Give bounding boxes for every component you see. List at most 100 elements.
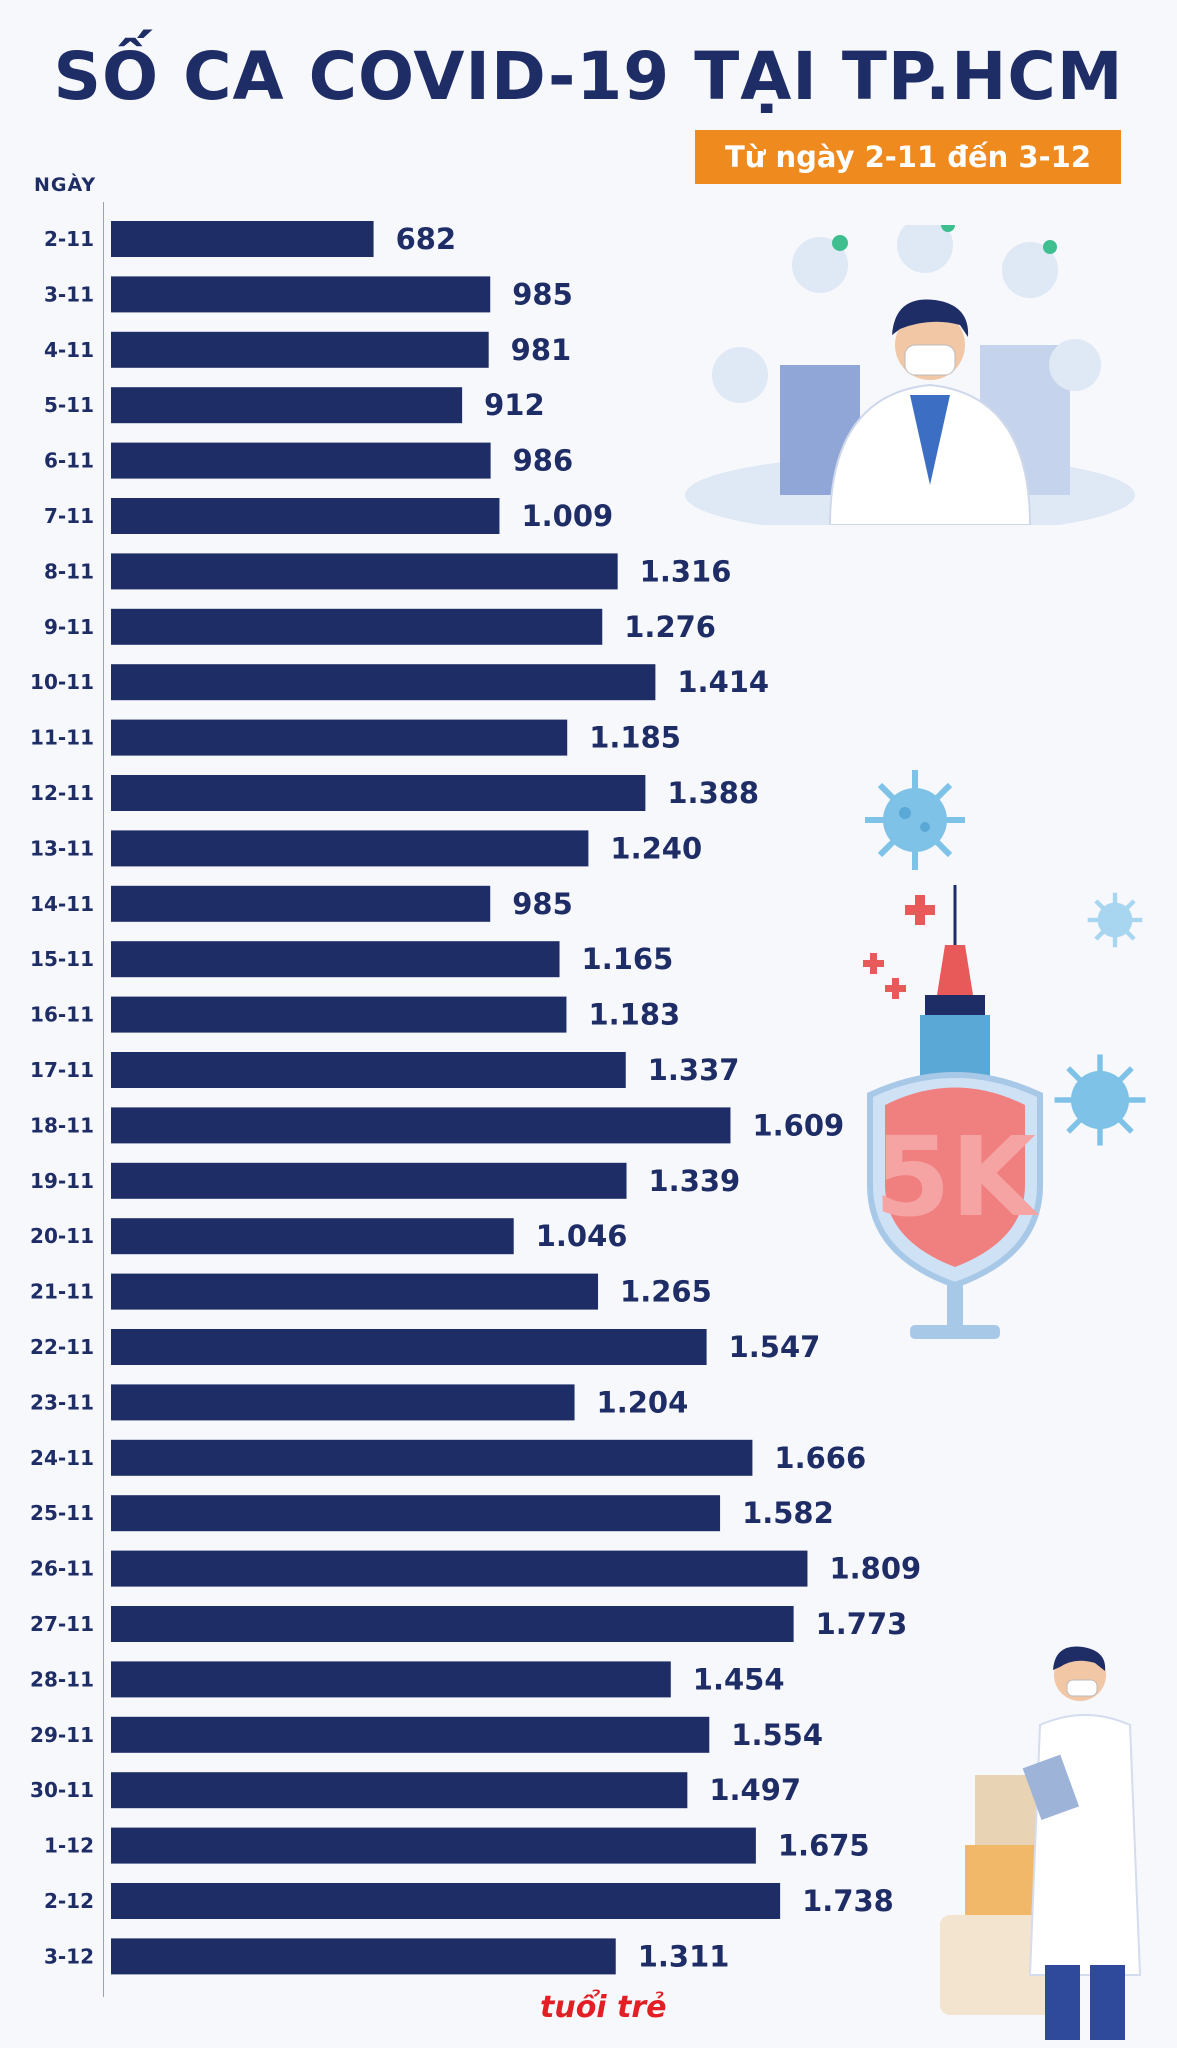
value-label: 1.414	[677, 665, 769, 699]
value-label: 1.339	[649, 1164, 741, 1198]
bar	[111, 1384, 575, 1421]
bar	[111, 442, 491, 479]
category-label: 25-11	[30, 1501, 94, 1525]
category-label: 3-11	[44, 282, 94, 306]
bar	[111, 941, 560, 978]
category-label: 20-11	[30, 1224, 94, 1248]
value-label: 1.183	[588, 998, 680, 1032]
bar	[111, 885, 491, 922]
virus-icon	[865, 770, 965, 870]
value-label: 1.582	[742, 1496, 834, 1530]
bar	[111, 498, 500, 534]
value-label: 985	[512, 887, 573, 921]
value-label: 1.675	[778, 1829, 870, 1863]
category-label: 24-11	[30, 1446, 94, 1470]
virus-icon	[1054, 1054, 1146, 1146]
value-label: 1.316	[640, 554, 732, 588]
value-label: 1.311	[638, 1939, 730, 1973]
bar	[111, 1661, 671, 1698]
bar	[111, 1772, 688, 1809]
category-label: 11-11	[30, 726, 94, 750]
category-label: 8-11	[44, 559, 94, 583]
value-label: 1.609	[752, 1108, 844, 1142]
category-label: 10-11	[30, 670, 94, 694]
value-label: 1.454	[693, 1662, 785, 1696]
category-label: 13-11	[30, 836, 94, 860]
virus-icon	[1087, 892, 1143, 948]
value-label: 986	[513, 444, 574, 478]
value-label: 1.738	[802, 1884, 894, 1918]
tuoi-tre-logo: tuổi trẻ	[540, 1990, 667, 2025]
chart-title: SỐ CA COVID-19 TẠI TP.HCM	[53, 38, 1124, 115]
category-label: 30-11	[30, 1778, 94, 1802]
date-range-banner: Từ ngày 2-11 đến 3-12	[695, 130, 1121, 184]
bar	[111, 1052, 626, 1088]
category-label: 26-11	[30, 1557, 94, 1581]
syringe-shield-illustration: 5K	[863, 885, 1043, 1339]
category-label: 22-11	[30, 1335, 94, 1359]
category-label: 17-11	[30, 1058, 94, 1082]
category-label: 7-11	[44, 504, 94, 528]
value-label: 1.547	[729, 1330, 821, 1364]
bar	[111, 1162, 627, 1199]
bar	[111, 1329, 707, 1365]
bar	[111, 830, 589, 867]
value-label: 1.009	[521, 499, 613, 533]
value-label: 1.240	[610, 831, 702, 865]
svg-text:5K: 5K	[874, 1113, 1040, 1241]
category-label: 12-11	[30, 781, 94, 805]
value-label: 912	[484, 388, 545, 422]
bar	[111, 387, 463, 424]
value-label: 1.046	[536, 1219, 628, 1253]
doctor-illustration-bottom	[940, 1646, 1142, 2040]
value-label: 1.265	[620, 1275, 712, 1309]
bar	[111, 1938, 616, 1975]
bar	[111, 996, 567, 1033]
value-label: 985	[512, 277, 573, 311]
bar	[111, 1606, 794, 1642]
value-label: 1.809	[829, 1552, 921, 1586]
bar	[111, 1273, 599, 1310]
category-label: 2-12	[44, 1889, 94, 1913]
category-label: 1-12	[44, 1834, 94, 1858]
value-label: 981	[511, 333, 572, 367]
category-label: 21-11	[30, 1280, 94, 1304]
category-label: 9-11	[44, 615, 94, 639]
category-label: 6-11	[44, 449, 94, 473]
category-label: 18-11	[30, 1113, 94, 1137]
bar	[111, 775, 646, 811]
value-label: 1.204	[597, 1385, 689, 1419]
category-label: 28-11	[30, 1667, 94, 1691]
value-label: 1.276	[624, 610, 716, 644]
doctor-illustration-top	[685, 225, 1135, 525]
value-label: 1.388	[667, 776, 759, 810]
category-label: 23-11	[30, 1390, 94, 1414]
bar	[111, 664, 656, 701]
bar	[111, 553, 618, 590]
category-label: 3-12	[44, 1944, 94, 1968]
bar	[111, 221, 374, 257]
value-label: 1.337	[648, 1053, 740, 1087]
bar	[111, 1827, 756, 1864]
value-label: 1.497	[709, 1773, 801, 1807]
bar	[111, 1550, 808, 1587]
bar	[111, 1218, 514, 1255]
category-label: 15-11	[30, 947, 94, 971]
bar	[111, 719, 568, 756]
y-axis-line	[103, 202, 104, 1997]
bar	[111, 1883, 781, 1919]
category-label: 14-11	[30, 892, 94, 916]
category-label: 29-11	[30, 1723, 94, 1747]
value-label: 1.554	[731, 1718, 823, 1752]
value-label: 1.666	[774, 1441, 866, 1475]
category-label: 5-11	[44, 393, 94, 417]
category-label: 2-11	[44, 227, 94, 251]
bar	[111, 608, 603, 645]
bar	[111, 1495, 721, 1532]
bar	[111, 331, 489, 368]
bar	[111, 1439, 753, 1476]
value-label: 1.773	[816, 1607, 908, 1641]
value-label: 682	[396, 222, 457, 256]
bar	[111, 1716, 710, 1753]
